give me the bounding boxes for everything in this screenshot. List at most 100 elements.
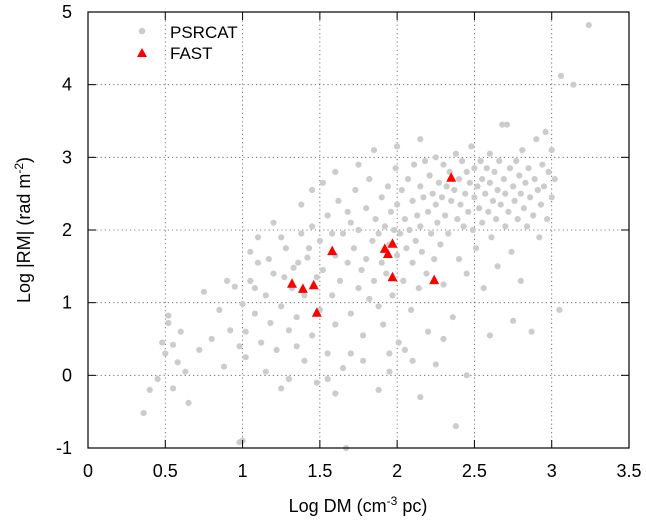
psrcat-point <box>539 161 546 168</box>
psrcat-point <box>251 310 258 317</box>
psrcat-point <box>301 292 308 299</box>
psrcat-point <box>425 328 432 335</box>
y-tick-label: 3 <box>62 147 72 167</box>
psrcat-point <box>383 270 390 277</box>
psrcat-point <box>366 295 373 303</box>
psrcat-point <box>494 263 501 270</box>
psrcat-point <box>488 234 495 241</box>
psrcat-point <box>418 248 425 255</box>
fast-series <box>287 172 457 317</box>
x-tick-label: 1.5 <box>307 461 332 481</box>
psrcat-point <box>369 237 376 244</box>
psrcat-point <box>309 186 316 194</box>
psrcat-point <box>509 183 517 190</box>
psrcat-series <box>140 22 592 452</box>
psrcat-point <box>305 245 313 252</box>
psrcat-point <box>437 241 444 248</box>
ticks: 0 0.5 1 1.5 2 2.5 3 3.5 -1 0 1 2 3 4 5 <box>56 2 642 481</box>
x-tick-label: 0.5 <box>153 461 178 481</box>
legend-fast-marker <box>137 48 147 57</box>
psrcat-point <box>440 161 447 168</box>
psrcat-point <box>169 341 177 348</box>
legend: PSRCAT FAST <box>137 23 238 63</box>
psrcat-point <box>360 357 367 364</box>
psrcat-point <box>247 248 254 255</box>
fast-point <box>308 279 319 290</box>
psrcat-point <box>469 226 476 234</box>
fast-point <box>297 283 308 293</box>
psrcat-point <box>570 81 577 88</box>
psrcat-point <box>298 230 305 237</box>
psrcat-point <box>258 339 265 346</box>
psrcat-point <box>463 168 470 175</box>
psrcat-point <box>200 288 207 295</box>
psrcat-point <box>551 176 558 183</box>
psrcat-point <box>384 183 391 190</box>
psrcat-point <box>375 230 382 237</box>
psrcat-point <box>165 319 172 327</box>
psrcat-point <box>146 386 153 393</box>
psrcat-point <box>417 136 424 143</box>
psrcat-point <box>509 317 517 324</box>
psrcat-point <box>513 157 520 165</box>
psrcat-point <box>466 179 473 186</box>
psrcat-point <box>557 72 565 79</box>
psrcat-point <box>423 270 430 277</box>
psrcat-point <box>251 285 258 292</box>
psrcat-point <box>216 306 223 313</box>
psrcat-point <box>278 234 285 241</box>
psrcat-point <box>335 197 342 204</box>
psrcat-point <box>425 208 432 215</box>
psrcat-point <box>440 281 447 288</box>
psrcat-point <box>477 157 484 165</box>
fast-point <box>387 271 398 282</box>
psrcat-point <box>392 165 399 172</box>
psrcat-point <box>265 256 272 263</box>
psrcat-point <box>479 176 486 183</box>
psrcat-point <box>505 208 512 215</box>
psrcat-point <box>448 197 455 204</box>
psrcat-point <box>270 219 277 226</box>
psrcat-point <box>242 354 249 361</box>
psrcat-point <box>394 201 401 208</box>
psrcat-point <box>474 183 481 190</box>
psrcat-point <box>293 343 300 350</box>
fast-point <box>327 245 338 256</box>
psrcat-point <box>463 372 470 379</box>
psrcat-point <box>378 194 385 201</box>
psrcat-point <box>360 332 367 339</box>
psrcat-point <box>404 176 412 183</box>
psrcat-point <box>417 223 424 230</box>
psrcat-point <box>236 343 243 350</box>
psrcat-point <box>479 219 486 226</box>
psrcat-point <box>273 346 280 353</box>
psrcat-point <box>455 256 463 263</box>
psrcat-point <box>401 346 408 353</box>
psrcat-point <box>412 237 419 244</box>
psrcat-point <box>352 186 359 194</box>
psrcat-point <box>174 359 181 366</box>
psrcat-point <box>409 357 416 364</box>
psrcat-point <box>224 277 231 284</box>
psrcat-point <box>227 327 234 334</box>
psrcat-point <box>480 285 487 292</box>
x-tick-label: 3.5 <box>616 461 641 481</box>
psrcat-point <box>401 216 408 223</box>
psrcat-point <box>332 390 339 397</box>
psrcat-point <box>428 230 435 237</box>
psrcat-point <box>339 365 347 372</box>
psrcat-point <box>502 190 509 197</box>
psrcat-point <box>239 301 246 308</box>
psrcat-point <box>542 128 549 135</box>
psrcat-point <box>420 194 427 201</box>
psrcat-point <box>463 270 470 277</box>
psrcat-point <box>254 234 262 241</box>
psrcat-point <box>262 292 269 299</box>
psrcat-point <box>182 368 189 375</box>
psrcat-point <box>398 186 405 194</box>
psrcat-point <box>347 350 354 357</box>
psrcat-point <box>455 176 463 183</box>
psrcat-point <box>329 292 336 299</box>
psrcat-point <box>336 277 344 284</box>
psrcat-point <box>462 190 469 197</box>
